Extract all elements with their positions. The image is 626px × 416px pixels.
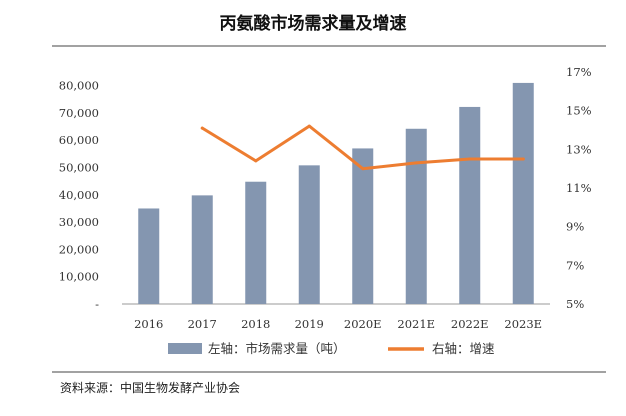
growth-point: [254, 159, 258, 163]
bar-2023E: [512, 82, 534, 304]
y-right-tick-label: 13%: [566, 142, 592, 156]
y-left-tick-label: 30,000: [59, 215, 99, 229]
chart-title: 丙氨酸市场需求量及增速: [220, 13, 407, 34]
legend-line-label: 右轴：增速: [432, 341, 495, 356]
x-tick-label: 2021E: [397, 317, 435, 331]
x-tick-label: 2019: [295, 317, 324, 331]
y-left-tick-label: 60,000: [59, 133, 99, 147]
growth-point: [414, 161, 418, 165]
growth-point: [521, 157, 525, 161]
y-right-tick-label: 5%: [566, 297, 584, 311]
bar-2017: [191, 195, 213, 304]
source-note: 资料来源：中国生物发酵产业协会: [60, 380, 240, 395]
bar-2018: [245, 181, 267, 304]
x-tick-label: 2017: [188, 317, 217, 331]
bar-2021E: [405, 128, 427, 304]
growth-point: [307, 124, 311, 128]
y-left-tick-label: -: [95, 297, 99, 311]
bar-2019: [298, 165, 320, 304]
x-tick-label: 2022E: [451, 317, 489, 331]
y-right-tick-label: 7%: [566, 258, 584, 272]
y-left-tick-label: 70,000: [59, 106, 99, 120]
y-right-tick-label: 11%: [566, 181, 592, 195]
y-right-tick-label: 15%: [566, 104, 592, 118]
bar-2022E: [459, 106, 481, 305]
x-tick-label: 2020E: [344, 317, 382, 331]
growth-point: [200, 126, 204, 130]
x-tick-label: 2016: [134, 317, 163, 331]
y-left-tick-label: 40,000: [59, 188, 99, 202]
x-tick-label: 2023E: [504, 317, 542, 331]
legend-bar-swatch: [168, 343, 202, 354]
growth-point: [361, 167, 365, 171]
growth-point: [468, 157, 472, 161]
y-right-tick-label: 17%: [566, 65, 592, 79]
bar-2020E: [352, 148, 374, 304]
y-left-tick-label: 80,000: [59, 79, 99, 93]
bar-2016: [138, 208, 160, 304]
y-left-tick-label: 50,000: [59, 161, 99, 175]
y-left-tick-label: 10,000: [59, 270, 99, 284]
legend-bar-label: 左轴：市场需求量（吨）: [208, 341, 346, 356]
y-right-tick-label: 9%: [566, 220, 584, 234]
x-tick-label: 2018: [241, 317, 270, 331]
plot-area: - 10,000 20,000 30,000 40,000 50,000 60,000 70,…: [59, 65, 592, 331]
y-left-tick-label: 20,000: [59, 242, 99, 256]
legend: 左轴：市场需求量（吨） 右轴：增速: [168, 341, 495, 356]
